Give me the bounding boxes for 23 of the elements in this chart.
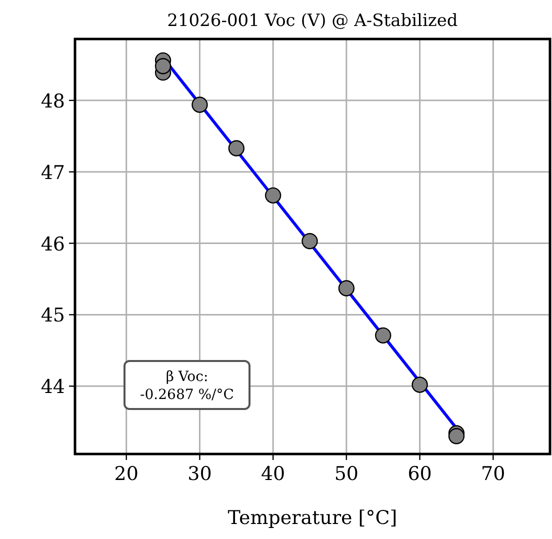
x-tick-label: 50 xyxy=(334,463,359,485)
point xyxy=(154,58,172,74)
x-tick-label: 40 xyxy=(260,463,286,485)
point xyxy=(412,376,428,393)
x-axis-title: Temperature [°C] xyxy=(228,507,398,529)
point xyxy=(228,140,244,156)
y-tick-label: 45 xyxy=(40,304,65,327)
x-tick-label: 60 xyxy=(408,463,432,485)
point xyxy=(338,280,355,296)
y-tick-label: 44 xyxy=(40,376,65,398)
x-tick-label: 30 xyxy=(188,463,212,485)
point xyxy=(192,96,208,113)
y-tick-label: 46 xyxy=(40,233,65,256)
x-tick-label: 70 xyxy=(481,463,506,485)
chart-title: 21026-001 Voc (V) @ A-Stabilized xyxy=(167,11,458,31)
point xyxy=(448,428,465,444)
y-tick-label: 48 xyxy=(40,90,65,112)
point xyxy=(375,327,392,344)
y-tick-label: 47 xyxy=(40,162,65,184)
point xyxy=(264,187,282,204)
point xyxy=(302,233,318,250)
x-tick-label: 20 xyxy=(114,463,138,485)
annotation: β Voc: -0.2687 %/°C xyxy=(140,369,234,403)
